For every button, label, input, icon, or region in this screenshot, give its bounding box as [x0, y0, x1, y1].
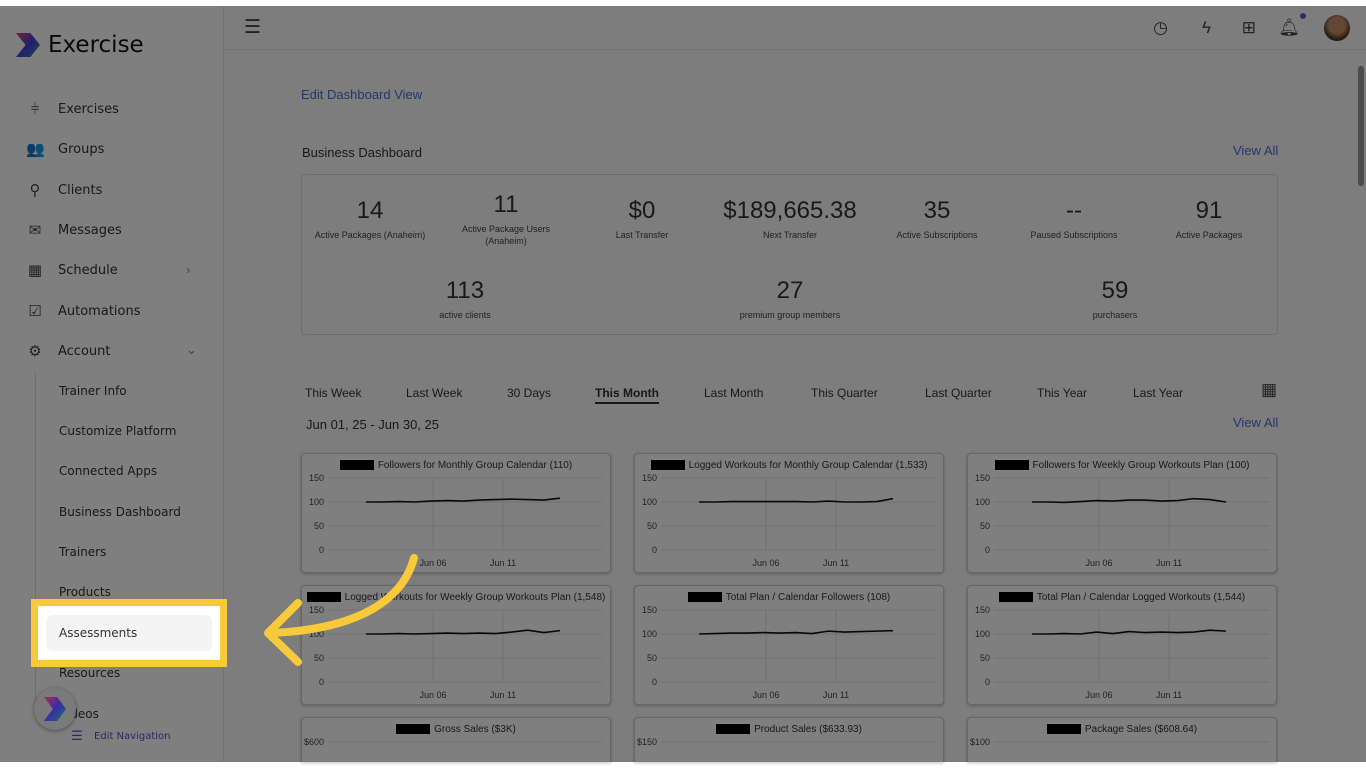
sidebar-item-assessments[interactable]: Assessments [46, 615, 212, 651]
dim-overlay [0, 6, 1366, 762]
highlight-box: Assessments [31, 599, 227, 667]
logo-icon [44, 697, 66, 721]
help-launcher-button[interactable] [34, 688, 76, 730]
